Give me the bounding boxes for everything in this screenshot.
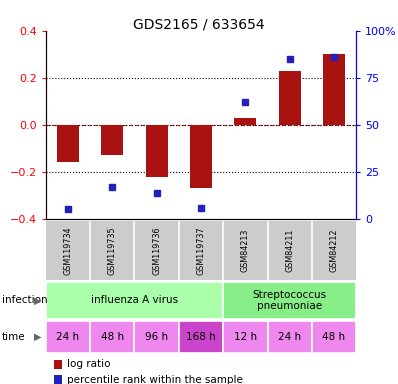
Bar — [312, 321, 356, 353]
Bar — [90, 321, 135, 353]
Bar — [46, 321, 90, 353]
Bar — [267, 321, 312, 353]
Text: percentile rank within the sample: percentile rank within the sample — [67, 375, 243, 384]
Text: influenza A virus: influenza A virus — [91, 295, 178, 306]
Bar — [46, 282, 223, 319]
Text: 24 h: 24 h — [278, 332, 301, 342]
Text: GSM84212: GSM84212 — [330, 229, 339, 272]
Text: GSM84211: GSM84211 — [285, 229, 294, 272]
Text: 168 h: 168 h — [186, 332, 216, 342]
Bar — [223, 321, 267, 353]
Bar — [323, 54, 345, 125]
Text: GSM119735: GSM119735 — [108, 226, 117, 275]
Bar — [190, 125, 212, 188]
Text: GSM119734: GSM119734 — [63, 226, 72, 275]
Bar — [234, 118, 256, 125]
Text: log ratio: log ratio — [67, 359, 111, 369]
Bar — [223, 282, 356, 319]
Text: 48 h: 48 h — [101, 332, 124, 342]
Text: 12 h: 12 h — [234, 332, 257, 342]
Bar — [101, 125, 123, 156]
Text: GSM84213: GSM84213 — [241, 229, 250, 272]
Text: Streptococcus
pneumoniae: Streptococcus pneumoniae — [253, 290, 327, 311]
Text: 96 h: 96 h — [145, 332, 168, 342]
Bar — [57, 125, 79, 162]
Bar — [146, 125, 168, 177]
Text: GDS2165 / 633654: GDS2165 / 633654 — [133, 17, 265, 31]
Bar — [279, 71, 301, 125]
Bar — [179, 321, 223, 353]
Text: GSM119736: GSM119736 — [152, 226, 161, 275]
Text: GSM119737: GSM119737 — [197, 226, 205, 275]
Text: ▶: ▶ — [34, 332, 42, 342]
Text: infection: infection — [2, 295, 48, 306]
Text: time: time — [2, 332, 25, 342]
Text: 24 h: 24 h — [57, 332, 80, 342]
Bar — [135, 321, 179, 353]
Text: 48 h: 48 h — [322, 332, 345, 342]
Text: ▶: ▶ — [34, 295, 42, 306]
